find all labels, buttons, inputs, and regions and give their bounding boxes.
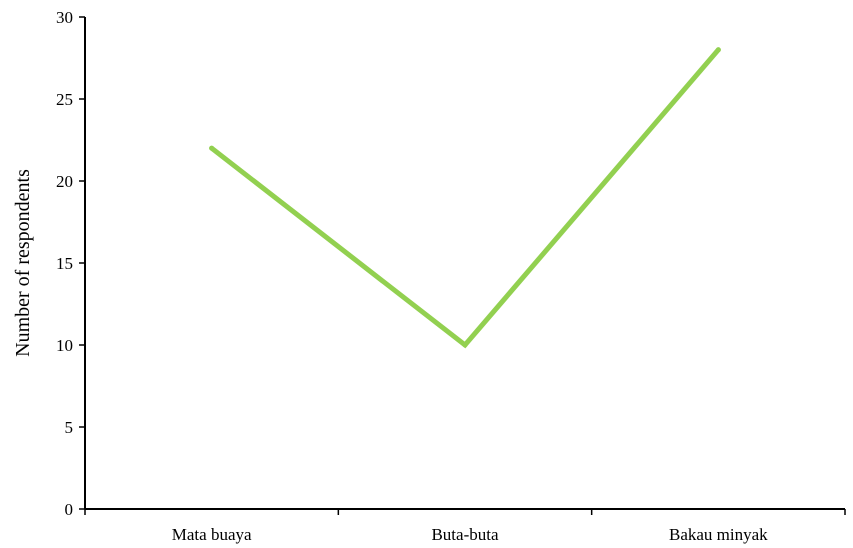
x-tick-label: Bakau minyak	[669, 525, 768, 544]
y-tick-label: 0	[65, 500, 74, 519]
axes-layer	[84, 17, 845, 510]
y-axis-title: Number of respondents	[12, 169, 34, 357]
x-tick-label: Mata buaya	[172, 525, 252, 544]
y-tick-label: 10	[56, 336, 73, 355]
ticks-layer: 0 5 10 15 20 25 30 Mata buaya Buta-buta Bakau min…	[56, 8, 846, 544]
y-tick-label: 30	[56, 8, 73, 27]
series-line	[209, 47, 721, 349]
y-tick-label: 5	[65, 418, 74, 437]
y-tick-label: 20	[56, 172, 73, 191]
x-tick-label: Buta-buta	[431, 525, 498, 544]
y-tick-label: 15	[56, 254, 73, 273]
series-layer	[209, 47, 721, 349]
data-point	[209, 145, 215, 151]
data-point	[715, 47, 721, 53]
y-tick-label: 25	[56, 90, 73, 109]
data-point	[462, 342, 468, 348]
